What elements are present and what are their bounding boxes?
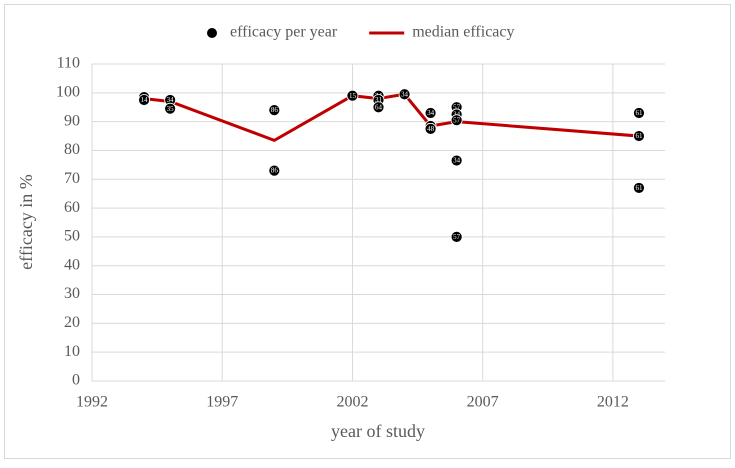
y-tick-label: 80 — [64, 141, 80, 158]
data-point — [398, 88, 411, 101]
point-label: 34 — [453, 157, 461, 165]
data-point — [164, 102, 177, 115]
point-label: 31 — [375, 96, 383, 104]
legend-marker — [207, 28, 217, 38]
legend-label: efficacy per year — [230, 24, 338, 41]
point-label: 61 — [635, 109, 643, 117]
y-tick-label: 70 — [64, 170, 80, 187]
point-label: 57 — [453, 103, 461, 111]
point-label: 48 — [427, 125, 435, 133]
point-label: 61 — [635, 184, 643, 192]
x-tick-label: 2002 — [336, 394, 368, 411]
legend-label: median efficacy — [412, 24, 514, 41]
point-label: 34 — [427, 109, 435, 117]
y-tick-label: 110 — [57, 55, 80, 72]
point-label: 35 — [167, 105, 175, 113]
data-point — [450, 231, 463, 243]
y-tick-label: 0 — [72, 372, 80, 389]
y-tick-label: 30 — [64, 285, 80, 302]
x-tick-label: 2007 — [467, 394, 499, 411]
point-label: 14 — [141, 96, 149, 104]
y-tick-label: 60 — [64, 199, 80, 216]
y-tick-label: 20 — [64, 314, 80, 331]
point-label: 61 — [635, 132, 643, 140]
point-label: 15 — [349, 92, 357, 100]
point-label: 57 — [453, 233, 461, 241]
data-point — [424, 122, 437, 135]
data-point — [450, 114, 463, 127]
data-point — [424, 107, 437, 119]
x-tick-label: 1992 — [76, 394, 108, 411]
y-tick-label: 40 — [64, 256, 80, 273]
point-label: 86 — [271, 106, 279, 114]
data-point — [268, 164, 281, 177]
point-label: 34 — [167, 96, 175, 104]
x-axis-title: year of study — [331, 421, 425, 441]
x-tick-label: 1997 — [206, 394, 238, 411]
data-point — [633, 182, 645, 194]
y-axis-title: efficacy in % — [16, 174, 36, 270]
data-point — [268, 104, 281, 117]
point-label: 86 — [271, 167, 279, 175]
point-label: 57 — [453, 116, 461, 124]
chart-frame — [4, 4, 731, 459]
point-label: 64 — [375, 103, 383, 111]
y-tick-label: 10 — [64, 343, 80, 360]
x-tick-label: 2012 — [597, 394, 629, 411]
data-point — [346, 89, 359, 102]
data-point — [450, 154, 463, 167]
point-label: 34 — [401, 90, 409, 98]
data-point — [372, 101, 385, 114]
y-tick-label: 50 — [64, 228, 80, 245]
data-point — [633, 107, 645, 119]
y-tick-label: 100 — [56, 83, 80, 100]
data-point — [633, 130, 645, 142]
y-tick-label: 90 — [64, 112, 80, 129]
data-point — [138, 94, 150, 106]
